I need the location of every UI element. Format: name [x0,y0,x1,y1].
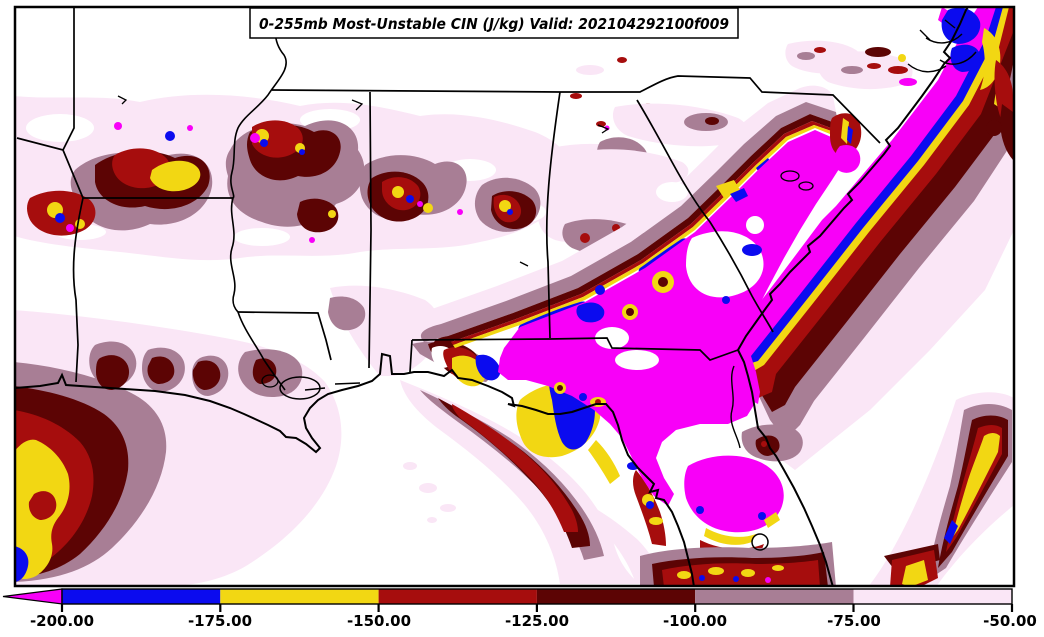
colorbar-label-6: -50.00 [983,612,1037,630]
lake-marion [780,170,800,182]
cin-region-arkansas-mottle [15,94,674,261]
cin-region-gulf-texas [15,310,456,586]
atlantic-coastline [737,7,969,351]
colorbar-ticks [60,604,1014,612]
title-box-rect [249,7,739,39]
title-box: 0-255mb Most-Unstable CIN (J/kg) Valid: … [249,7,739,39]
colorbar-label-5: -75.00 [827,612,881,630]
lake-maurepas [261,374,279,388]
colorbar-segment-pink [853,589,1012,604]
cin-region-atlantic-bands [732,7,1014,470]
colorbar-label-3: -125.00 [505,612,569,630]
colorbar: -200.00 -175.00 -150.00 -125.00 -100.00 … [2,588,1037,630]
cin-region-florida-south [640,392,1014,586]
colorbar-label-1: -175.00 [188,612,252,630]
carolina-sounds [907,19,977,73]
colorbar-segment-red [378,589,537,604]
colorbar-label-2: -150.00 [347,612,411,630]
barrier-islands [304,382,361,391]
contour-fill-layer [15,7,1014,586]
colorbar-segment-blue [62,589,221,604]
geography-layer [15,7,977,586]
map-frame [13,5,1016,588]
state-borders [16,7,881,383]
cin-region-tennessee-specks [570,40,917,185]
florida-east-coast [737,349,834,586]
colorbar-segment-yellow [220,589,379,604]
st-johns-river [730,365,741,449]
mississippi-river [229,7,287,391]
lake-moultrie [798,181,814,191]
gulf-coastline [15,352,695,586]
colorbar-label-4: -100.00 [663,612,727,630]
map-title: 0-255mb Most-Unstable CIN (J/kg) Valid: … [259,15,729,33]
colorbar-labels: -200.00 -175.00 -150.00 -125.00 -100.00 … [30,612,1037,630]
colorbar-segment-maroon [536,589,696,604]
colorbar-segment-mauve [695,589,854,604]
small-river-squiggles [117,95,610,267]
colorbar-label-0: -200.00 [30,612,94,630]
lake-okeechobee [751,533,769,551]
lake-pontchartrain [279,376,321,400]
